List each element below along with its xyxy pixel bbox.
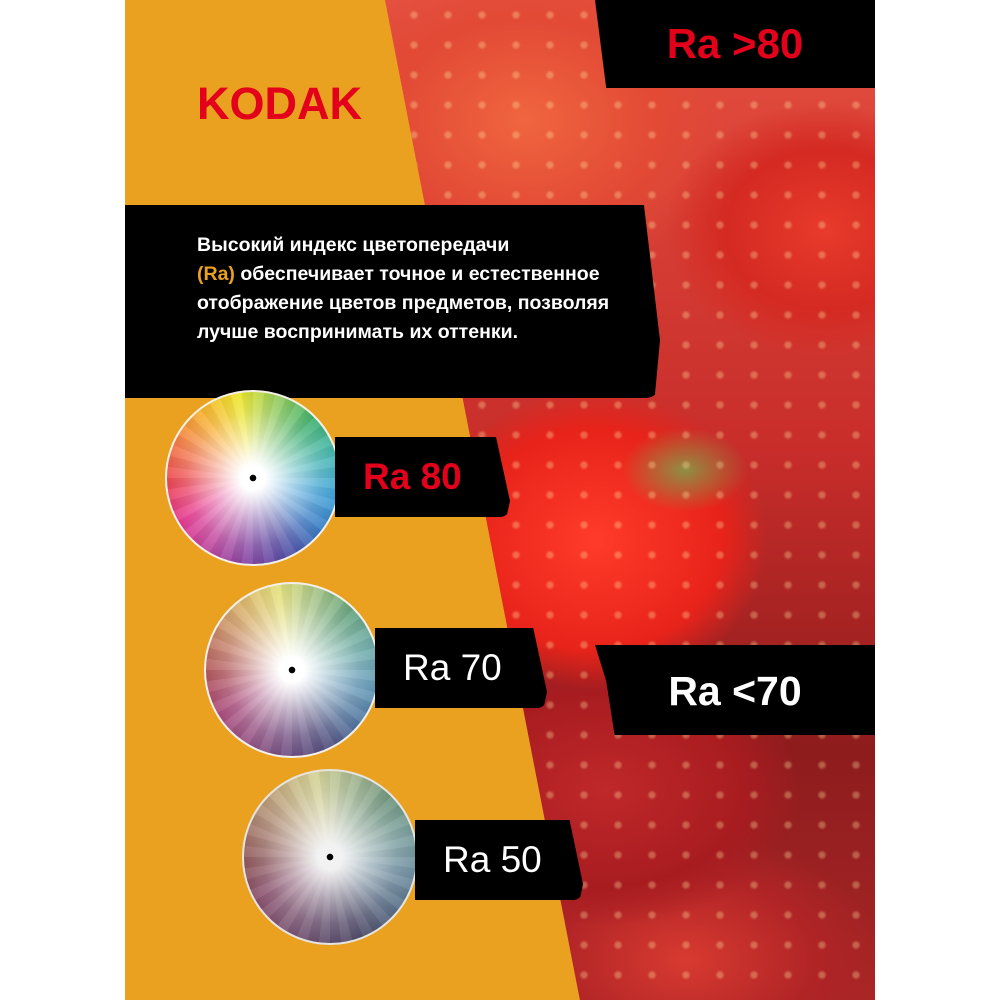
- label-ra-70-text: Ra 70: [403, 647, 502, 688]
- color-wheel-icon: [165, 390, 341, 566]
- label-ra-70: Ra 70: [375, 628, 547, 708]
- badge-ra-above-80-text: Ra >80: [666, 20, 804, 67]
- description-text: Высокий индекс цветопередачи (Ra) обеспеч…: [197, 231, 637, 347]
- label-ra-80: Ra 80: [335, 437, 510, 517]
- infographic-panel: KODAK Ra >80 Высокий индекс цветопередач…: [125, 0, 875, 1000]
- label-ra-50: Ra 50: [415, 820, 583, 900]
- badge-ra-below-70-text: Ra <70: [668, 668, 802, 714]
- description-box: Высокий индекс цветопередачи (Ra) обеспеч…: [125, 205, 660, 398]
- color-wheel-icon: [242, 769, 418, 945]
- description-part: Высокий индекс цветопередачи: [197, 234, 510, 256]
- badge-ra-below-70: Ra <70: [595, 645, 875, 735]
- color-wheel-icon: [204, 582, 380, 758]
- label-ra-80-text: Ra 80: [363, 456, 462, 497]
- badge-ra-above-80: Ra >80: [595, 0, 875, 88]
- brand-logo: KODAK: [197, 78, 362, 129]
- label-ra-50-text: Ra 50: [443, 839, 542, 880]
- description-part: обеспечивает точное и естественное отобр…: [197, 263, 610, 343]
- description-highlight: (Ra): [197, 263, 235, 285]
